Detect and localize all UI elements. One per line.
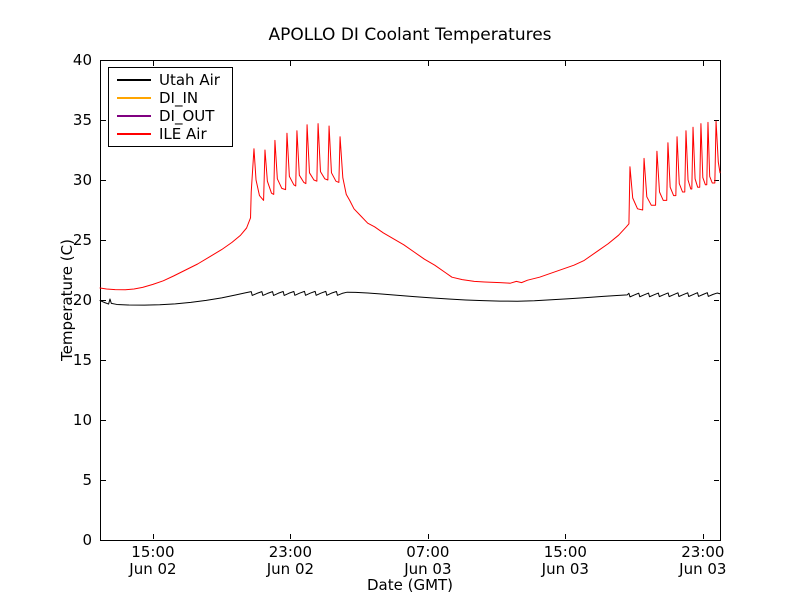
y-tick-label: 25 (72, 231, 92, 249)
y-tick-label: 15 (72, 351, 92, 369)
y-tick-label: 40 (72, 51, 92, 69)
series-line-utah-air (99, 290, 721, 306)
legend-row: DI_OUT (117, 107, 232, 125)
x-tick-label: 07:00 Jun 03 (404, 543, 452, 578)
x-tick-label: 15:00 Jun 03 (541, 543, 589, 578)
y-tick-label: 30 (72, 171, 92, 189)
legend-line-sample (117, 97, 151, 99)
legend-label: DI_IN (159, 89, 199, 107)
x-tick-label: 23:00 Jun 02 (266, 543, 315, 578)
legend-line-sample (117, 115, 151, 117)
y-tick-label: 35 (72, 111, 92, 129)
legend-row: Utah Air (117, 71, 232, 89)
legend-label: DI_OUT (159, 107, 215, 125)
chart-title: APOLLO DI Coolant Temperatures (268, 25, 552, 45)
legend-line-sample (117, 133, 151, 135)
legend-label: Utah Air (159, 71, 220, 89)
y-tick-label: 5 (82, 471, 92, 489)
legend-line-sample (117, 79, 151, 81)
x-tick-label: 15:00 Jun 02 (129, 543, 177, 578)
y-tick-label: 10 (72, 411, 92, 429)
x-tick-label: 23:00 Jun 03 (679, 543, 727, 578)
legend-label: ILE Air (159, 125, 207, 143)
series-line-ile-air (99, 120, 721, 291)
legend: Utah Air DI_IN DI_OUT ILE Air (108, 67, 233, 147)
legend-row: ILE Air (117, 125, 232, 143)
legend-row: DI_IN (117, 89, 232, 107)
x-axis-label: Date (GMT) (366, 576, 454, 594)
y-tick-label: 0 (82, 531, 92, 549)
y-tick-label: 20 (72, 291, 92, 309)
